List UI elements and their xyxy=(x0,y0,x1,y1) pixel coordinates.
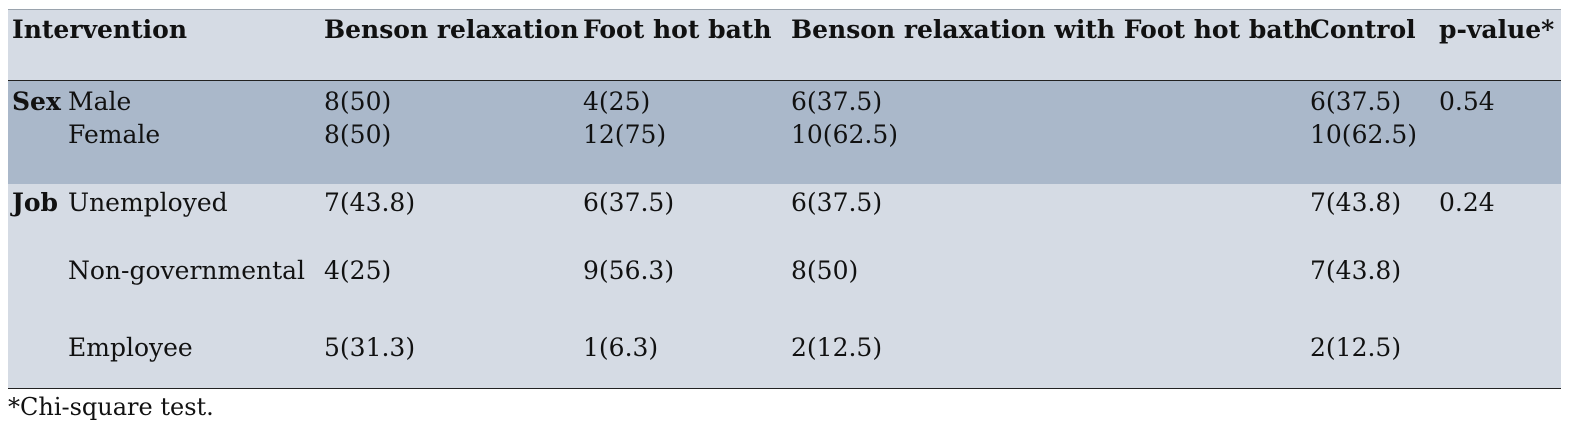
row-label: Employee xyxy=(68,333,193,362)
row-label: Male xyxy=(68,87,132,116)
footnote: *Chi-square test. xyxy=(8,393,214,421)
cell-foot: 9(56.3) xyxy=(583,256,675,285)
row-label: Unemployed xyxy=(68,188,228,217)
sex-pvalue: 0.54 xyxy=(1439,87,1495,116)
header-pvalue: p-value* xyxy=(1439,15,1555,44)
job-pvalue: 0.24 xyxy=(1439,188,1495,217)
header-row: Intervention Benson relaxation Foot hot … xyxy=(8,10,1561,81)
cell-control: 10(62.5) xyxy=(1310,120,1417,149)
cell-control: 2(12.5) xyxy=(1310,333,1402,362)
header-foot: Foot hot bath xyxy=(583,15,772,44)
cell-foot: 12(75) xyxy=(583,120,667,149)
row-label: Non-governmental xyxy=(68,256,306,285)
cell-benson: 8(50) xyxy=(324,120,392,149)
data-table: Intervention Benson relaxation Foot hot … xyxy=(8,9,1561,389)
cell-combined: 6(37.5) xyxy=(791,87,883,116)
cell-benson: 4(25) xyxy=(324,256,392,285)
header-intervention: Intervention xyxy=(12,15,187,44)
cell-combined: 8(50) xyxy=(791,256,859,285)
cell-foot: 4(25) xyxy=(583,87,651,116)
job-label: Job xyxy=(12,188,58,217)
top-rule xyxy=(8,9,1561,10)
cell-benson: 5(31.3) xyxy=(324,333,416,362)
header-control: Control xyxy=(1310,15,1416,44)
cell-benson: 7(43.8) xyxy=(324,188,416,217)
job-group: Job Unemployed 7(43.8) 6(37.5) 6(37.5) 7… xyxy=(8,184,1561,389)
cell-foot: 6(37.5) xyxy=(583,188,675,217)
cell-control: 7(43.8) xyxy=(1310,256,1402,285)
cell-foot: 1(6.3) xyxy=(583,333,659,362)
row-label: Female xyxy=(68,120,161,149)
sex-group: Sex Male 8(50) 4(25) 6(37.5) 6(37.5) 0.5… xyxy=(8,81,1561,184)
cell-control: 7(43.8) xyxy=(1310,188,1402,217)
header-benson: Benson relaxation xyxy=(324,15,579,44)
sex-label: Sex xyxy=(12,87,61,116)
cell-benson: 8(50) xyxy=(324,87,392,116)
cell-control: 6(37.5) xyxy=(1310,87,1402,116)
header-combined: Benson relaxation with Foot hot bath xyxy=(791,15,1313,44)
cell-combined: 6(37.5) xyxy=(791,188,883,217)
cell-combined: 2(12.5) xyxy=(791,333,883,362)
cell-combined: 10(62.5) xyxy=(791,120,898,149)
